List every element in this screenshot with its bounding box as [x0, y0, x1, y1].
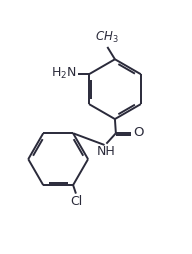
Text: Cl: Cl — [70, 196, 82, 209]
Text: H$_2$N: H$_2$N — [51, 66, 76, 81]
Text: CH$_3$: CH$_3$ — [95, 29, 118, 45]
Text: O: O — [133, 126, 144, 139]
Text: NH: NH — [96, 145, 115, 158]
